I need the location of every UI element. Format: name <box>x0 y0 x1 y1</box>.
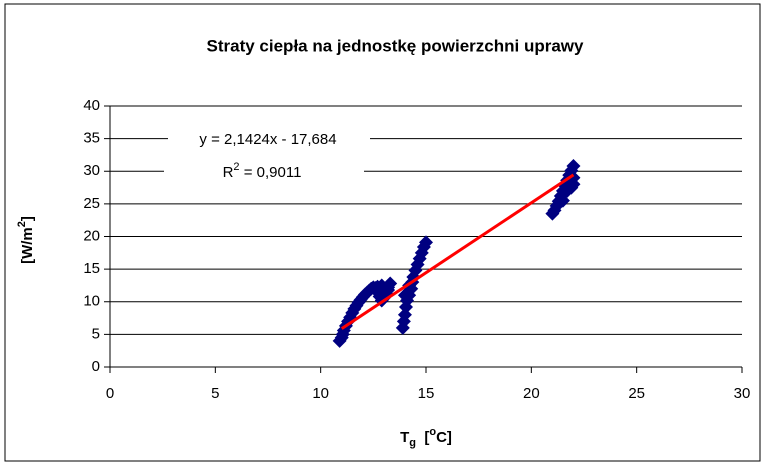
x-tick-label: 30 <box>734 385 751 402</box>
x-tick-label: 5 <box>211 385 219 402</box>
y-tick-label: 10 <box>83 293 100 310</box>
r2-part: R <box>223 164 234 181</box>
chart-border <box>4 3 761 462</box>
x-label-sub: g <box>409 437 416 449</box>
y-tick-label: 20 <box>83 227 100 244</box>
x-label-part: C] <box>436 429 452 446</box>
x-label-part: T <box>400 429 409 446</box>
r-squared: R2 = 0,9011 <box>223 161 302 181</box>
y-tick-label: 15 <box>83 260 100 277</box>
y-tick-label: 35 <box>83 130 100 147</box>
y-tick-label: 30 <box>83 162 100 179</box>
equation: y = 2,1424x - 17,684 <box>199 131 336 148</box>
x-label-part: [ <box>416 429 429 446</box>
point <box>566 159 581 174</box>
x-label-sup: o <box>429 426 436 438</box>
x-axis-label: Tg [oC] <box>400 426 452 449</box>
x-tick-label: 25 <box>628 385 645 402</box>
point <box>419 235 433 250</box>
y-tick-label: 25 <box>83 195 100 212</box>
y-label-part: [W/m <box>19 227 36 264</box>
y-label-part: ] <box>19 216 36 221</box>
r2-part: = 0,9011 <box>240 164 302 181</box>
point <box>555 193 570 208</box>
y-tick-label: 0 <box>92 358 100 375</box>
y-axis-label: [W/m2] <box>16 216 36 264</box>
r2-sup: 2 <box>233 161 239 173</box>
annotation-bg <box>168 130 370 150</box>
x-tick-label: 0 <box>106 385 114 402</box>
y-tick-label: 5 <box>92 325 100 342</box>
x-tick-label: 15 <box>418 385 435 402</box>
x-tick-label: 20 <box>523 385 540 402</box>
point <box>376 281 391 296</box>
y-label-sup: 2 <box>16 221 28 227</box>
x-tick-label: 10 <box>312 385 329 402</box>
trendline <box>340 173 575 330</box>
point <box>397 288 412 303</box>
y-tick-label: 40 <box>83 97 100 114</box>
annotation-bg <box>164 160 364 184</box>
chart-title: Straty ciepła na jednostkę powierzchni u… <box>207 36 584 55</box>
